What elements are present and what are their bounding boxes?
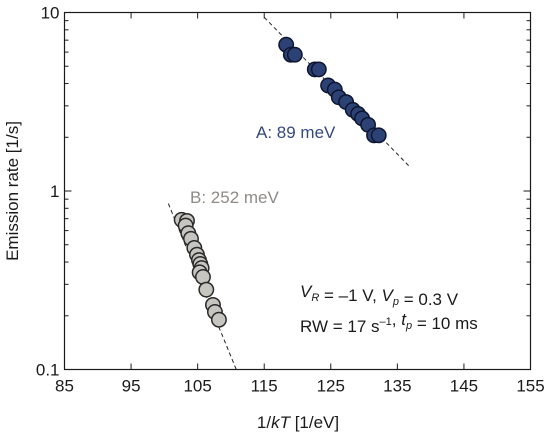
series-b-label: B: 252 meV bbox=[190, 188, 279, 207]
data-point-series-b bbox=[198, 281, 215, 298]
series-a-label: A: 89 meV bbox=[256, 123, 336, 142]
y-tick-label: 10 bbox=[41, 4, 60, 23]
x-tick-label: 115 bbox=[251, 377, 278, 396]
y-axis-label: Emission rate [1/s] bbox=[3, 121, 22, 261]
x-tick-label: 135 bbox=[383, 377, 411, 396]
x-axis-label: 1/kT [1/eV] bbox=[257, 413, 339, 432]
data-point-series-a bbox=[286, 46, 303, 63]
x-tick-label: 85 bbox=[55, 377, 74, 396]
y-tick-label: 0.1 bbox=[36, 361, 60, 380]
x-tick-label: 125 bbox=[317, 377, 345, 396]
condition-rate-window: RW = 17 s–1, tp = 10 ms bbox=[300, 310, 478, 336]
condition-bias: VR = –1 V, Vp = 0.3 V bbox=[300, 282, 459, 309]
data-point-series-b bbox=[210, 311, 227, 328]
fit-line-series-b bbox=[167, 203, 237, 370]
x-tick-label: 95 bbox=[122, 377, 141, 396]
x-tick-label: 145 bbox=[450, 377, 478, 396]
y-tick-label: 1 bbox=[50, 182, 59, 201]
x-tick-label: 155 bbox=[516, 377, 544, 396]
data-point-series-a bbox=[370, 127, 387, 144]
x-tick-label: 105 bbox=[183, 377, 211, 396]
data-point-series-a bbox=[310, 61, 327, 78]
